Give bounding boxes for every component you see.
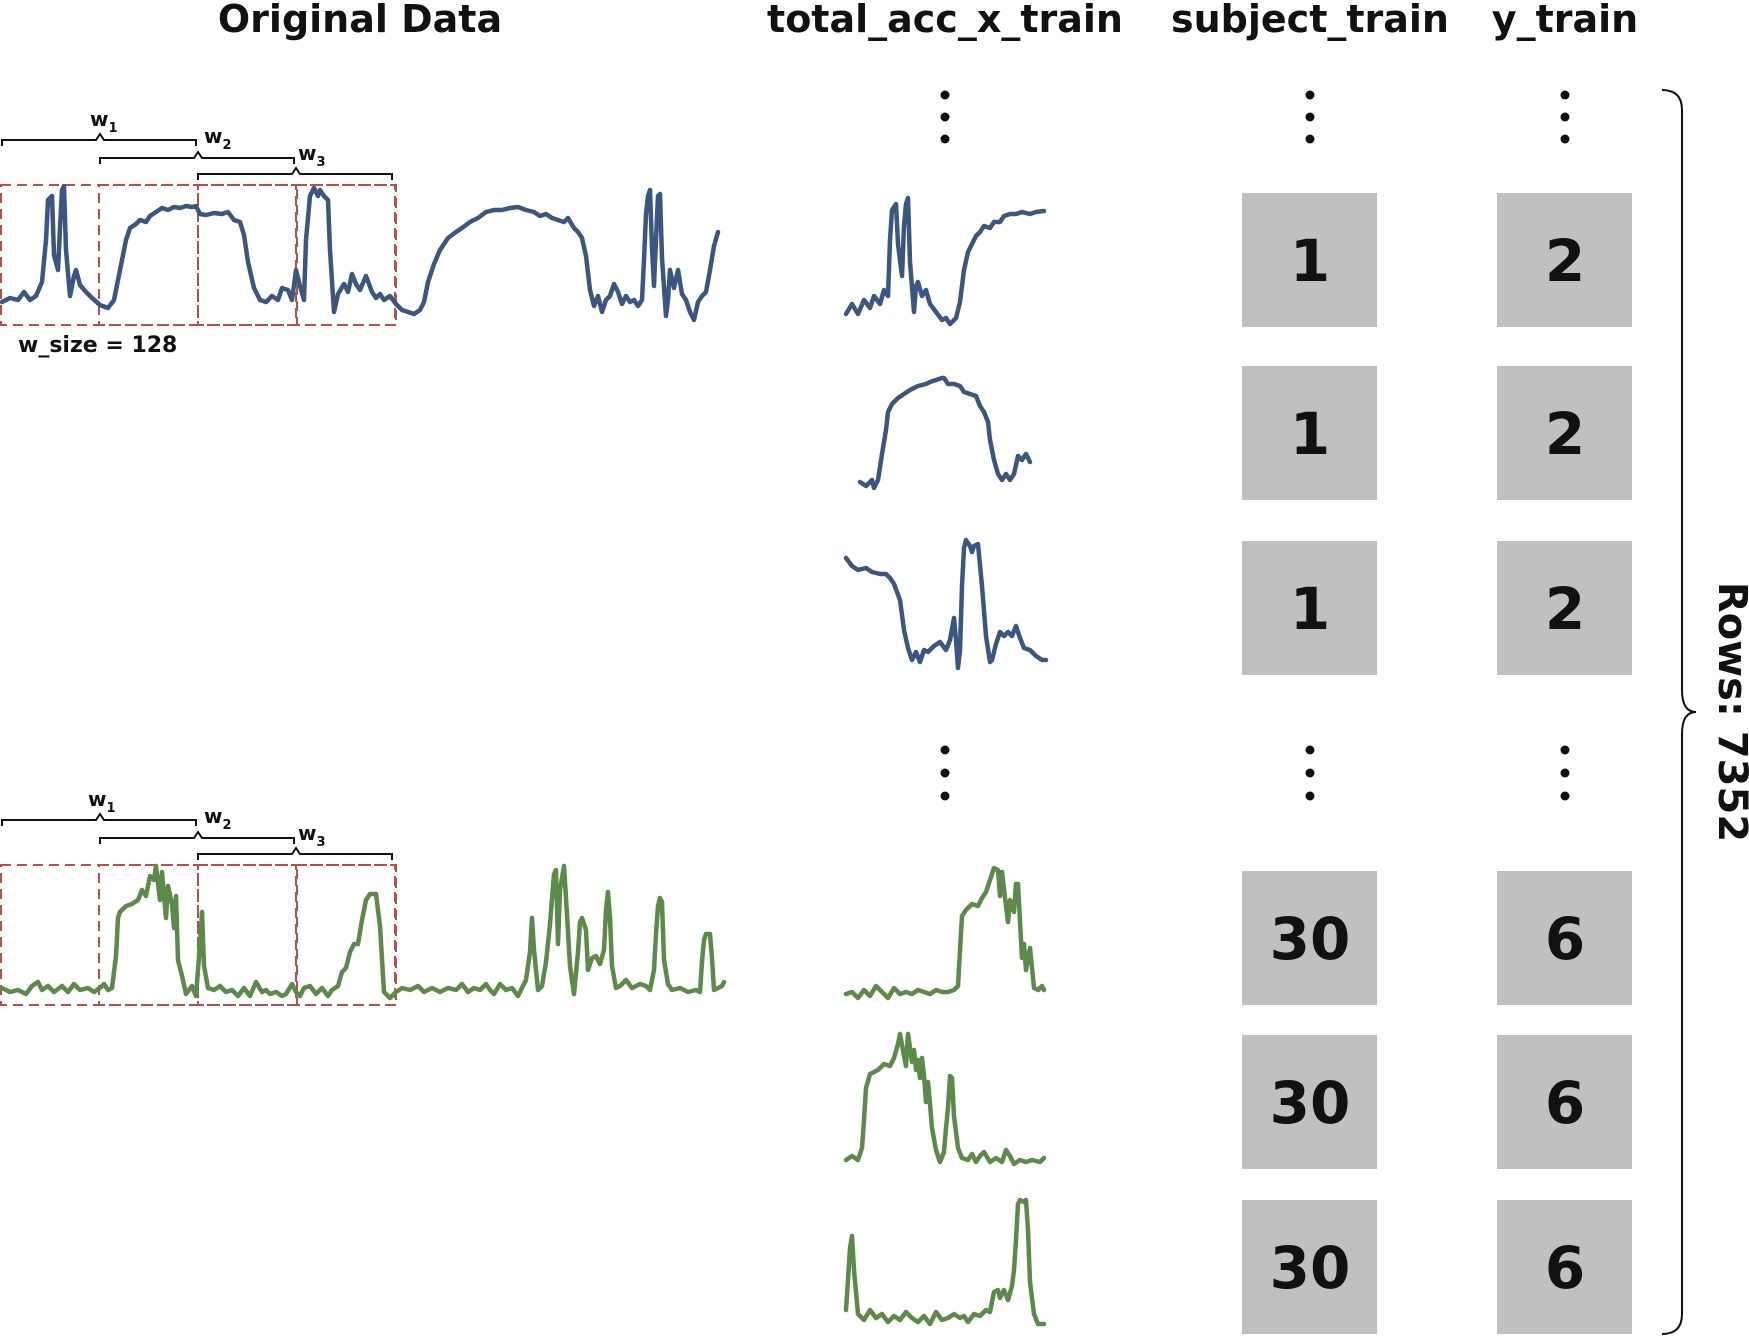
window-bracket-3 — [197, 166, 393, 180]
subject-cell-row-6: 30 — [1242, 1200, 1377, 1334]
subject-value: 30 — [1270, 1234, 1351, 1302]
window-signal-row-6 — [843, 1197, 1047, 1327]
y-value: 6 — [1545, 1069, 1585, 1137]
window-bracket-3b — [197, 846, 393, 860]
window-label-2: w2 — [204, 124, 232, 153]
subject-value: 30 — [1270, 1069, 1351, 1137]
window-boxes-top — [0, 184, 397, 326]
window-signal-row-4 — [843, 865, 1047, 1001]
rows-brace — [1661, 89, 1697, 1335]
ellipsis-mid-y — [1560, 745, 1570, 801]
window-signal-row-3 — [843, 537, 1049, 671]
window-bracket-2 — [99, 150, 295, 164]
subject-value: 30 — [1270, 905, 1351, 973]
y-cell-row-3: 2 — [1497, 541, 1632, 675]
window-box-4 — [296, 184, 397, 326]
y-cell-row-5: 6 — [1497, 1035, 1632, 1169]
window-label-1b: w1 — [88, 787, 116, 816]
subject-cell-row-3: 1 — [1242, 541, 1377, 675]
window-signal-row-5 — [843, 1031, 1047, 1167]
window-label-1: w1 — [90, 107, 118, 136]
ellipsis-top-y — [1560, 90, 1570, 144]
header-original-data: Original Data — [218, 0, 502, 41]
subject-cell-row-2: 1 — [1242, 366, 1377, 500]
ellipsis-top-total — [940, 90, 950, 144]
y-cell-row-1: 2 — [1497, 193, 1632, 327]
subject-value: 1 — [1290, 400, 1330, 468]
window-label-3: w3 — [298, 141, 326, 170]
y-value: 6 — [1545, 905, 1585, 973]
subject-value: 1 — [1290, 227, 1330, 295]
window-signal-row-1 — [843, 195, 1047, 327]
header-subject-train: subject_train — [1171, 0, 1449, 41]
ellipsis-mid-total — [940, 745, 950, 801]
window-boxes-bottom — [0, 864, 397, 1006]
window-brackets-top: w1 w2 w3 — [1, 107, 393, 180]
window-bracket-2b — [99, 830, 295, 844]
subject-cell-row-1: 1 — [1242, 193, 1377, 327]
y-value: 2 — [1545, 227, 1585, 295]
window-bracket-1b — [1, 812, 197, 826]
window-size-label: w_size = 128 — [18, 333, 177, 358]
y-cell-row-2: 2 — [1497, 366, 1632, 500]
window-bracket-1 — [1, 132, 197, 146]
subject-cell-row-4: 30 — [1242, 871, 1377, 1005]
y-value: 2 — [1545, 400, 1585, 468]
original-signal-blue — [0, 183, 721, 323]
original-signal-green — [0, 863, 727, 1001]
y-value: 6 — [1545, 1234, 1585, 1302]
y-value: 2 — [1545, 575, 1585, 643]
subject-value: 1 — [1290, 575, 1330, 643]
window-label-3b: w3 — [298, 821, 326, 850]
header-total-acc-x-train: total_acc_x_train — [767, 0, 1123, 41]
rows-count-label: Rows: 7352 — [1709, 582, 1749, 842]
ellipsis-top-subject — [1305, 90, 1315, 144]
ellipsis-mid-subject — [1305, 745, 1315, 801]
window-box-4b — [296, 864, 397, 1006]
y-cell-row-6: 6 — [1497, 1200, 1632, 1334]
window-label-2b: w2 — [204, 804, 232, 833]
header-y-train: y_train — [1492, 0, 1638, 41]
window-brackets-bottom: w1 w2 w3 — [1, 787, 393, 860]
subject-cell-row-5: 30 — [1242, 1035, 1377, 1169]
y-cell-row-4: 6 — [1497, 871, 1632, 1005]
window-signal-row-2 — [857, 375, 1033, 491]
